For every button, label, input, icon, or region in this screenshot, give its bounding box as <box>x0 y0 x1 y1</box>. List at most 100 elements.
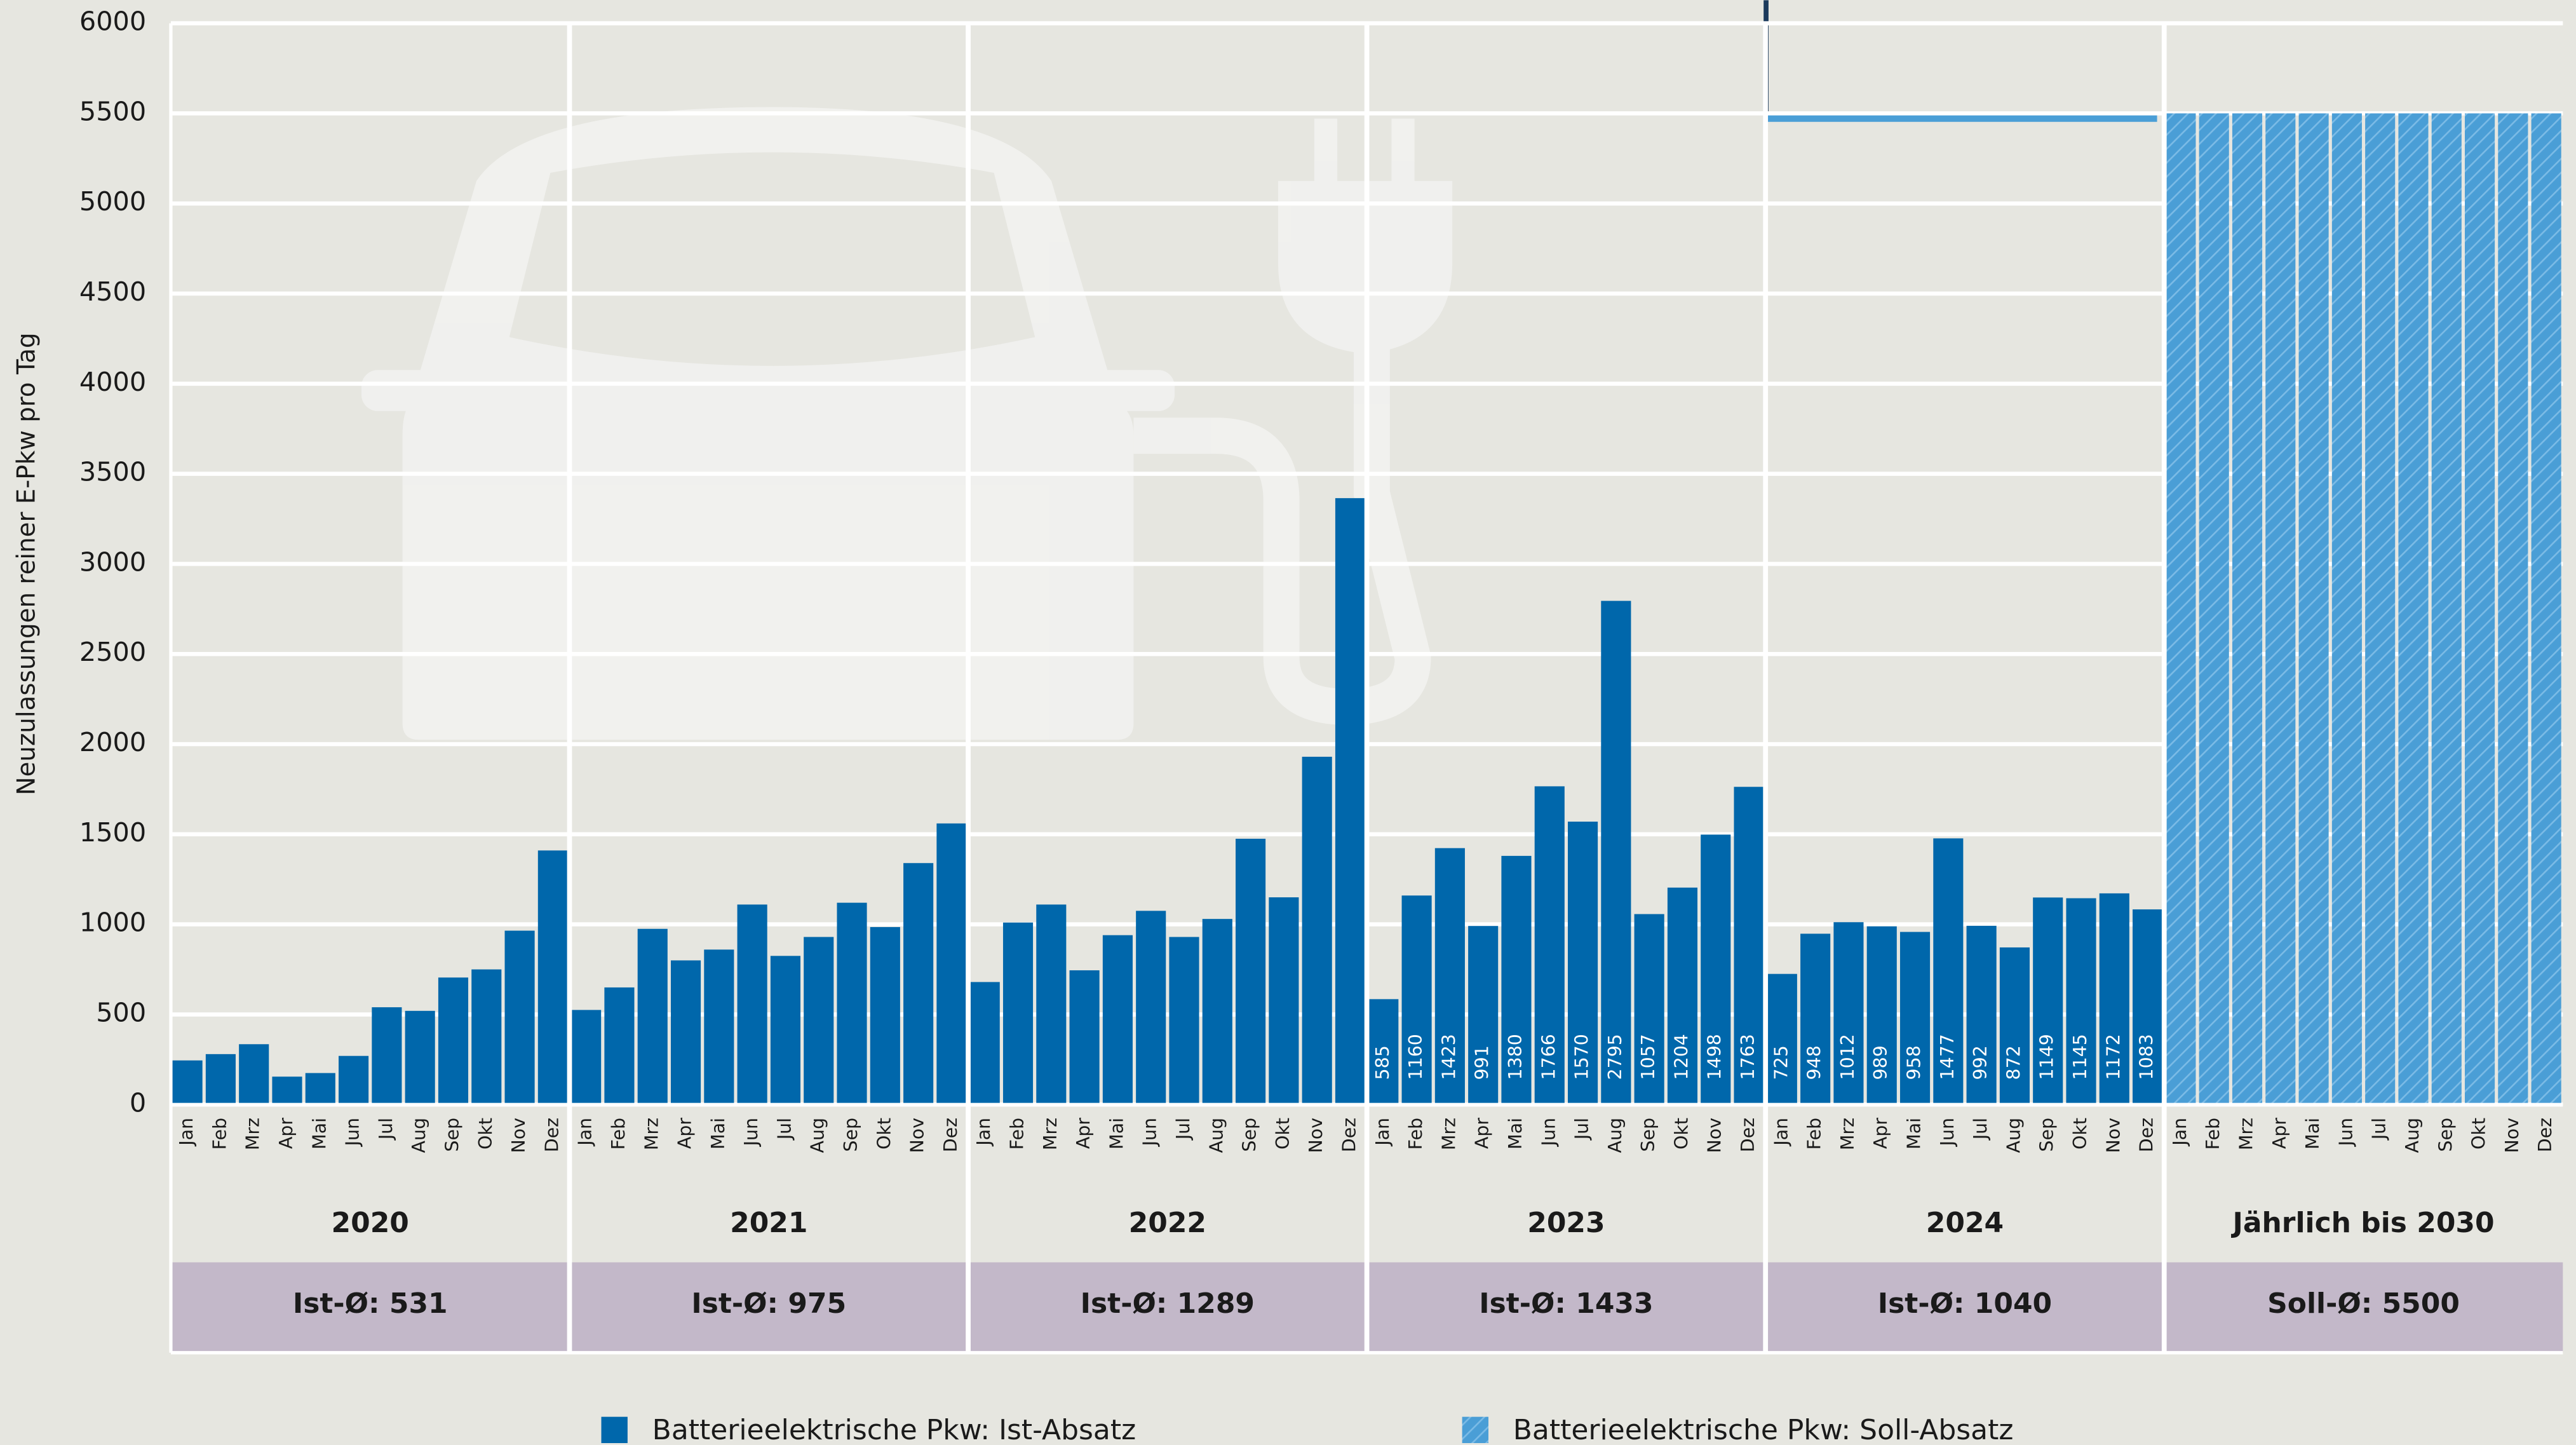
x-tick-label: Jul <box>1173 1118 1194 1141</box>
data-label: 1145 <box>2070 1034 2091 1080</box>
bar <box>2299 113 2329 1104</box>
x-tick-label: Okt <box>1671 1118 1692 1150</box>
y-tick-label: 5000 <box>79 186 146 217</box>
x-tick-label: Dez <box>2136 1118 2157 1152</box>
x-tick-label: Nov <box>907 1118 928 1153</box>
bar <box>936 824 966 1104</box>
data-label: 872 <box>2003 1045 2024 1080</box>
y-tick-label: 3500 <box>79 457 146 487</box>
legend-label: Batterieelektrische Pkw: Soll-Absatz <box>1513 1414 2014 1445</box>
x-tick-label: Dez <box>541 1118 562 1152</box>
bar <box>1070 970 1100 1104</box>
data-label: 1570 <box>1572 1034 1593 1080</box>
bar <box>306 1073 335 1105</box>
group-average: Ist-Ø: 975 <box>691 1287 846 1320</box>
group-label: 2021 <box>730 1207 807 1239</box>
group-average: Ist-Ø: 1289 <box>1081 1287 1255 1320</box>
x-tick-label: Jan <box>1372 1118 1393 1147</box>
x-tick-label: Nov <box>2502 1118 2523 1153</box>
y-tick-label: 2500 <box>79 637 146 667</box>
bar <box>372 1007 401 1104</box>
x-tick-label: Jan <box>575 1118 596 1147</box>
x-tick-label: Sep <box>2435 1118 2456 1152</box>
bar <box>2232 113 2262 1104</box>
y-tick-label: 5500 <box>79 96 146 126</box>
x-tick-label: Sep <box>442 1118 462 1152</box>
data-label: 2795 <box>1605 1034 1626 1080</box>
page: {"chart_data": {"type": "bar", "y_label"… <box>0 0 2576 1445</box>
data-label: 948 <box>1804 1045 1825 1080</box>
x-tick-label: Jun <box>1140 1118 1161 1147</box>
x-tick-label: Jun <box>2335 1118 2356 1147</box>
bar <box>1601 601 1631 1105</box>
x-tick-label: Mrz <box>1837 1118 1858 1150</box>
x-tick-label: Feb <box>608 1118 629 1150</box>
x-tick-label: Mai <box>1505 1118 1526 1150</box>
bar <box>738 904 767 1104</box>
bar <box>2432 113 2462 1104</box>
y-tick-label: 4000 <box>79 367 146 397</box>
x-tick-label: Dez <box>1339 1118 1359 1152</box>
data-label: 1204 <box>1671 1034 1692 1080</box>
bar <box>1335 498 1365 1104</box>
data-label: 992 <box>1970 1045 1991 1080</box>
data-label: 1423 <box>1438 1034 1459 1080</box>
y-tick-label: 4500 <box>79 276 146 307</box>
x-tick-label: Apr <box>1472 1118 1493 1150</box>
bar <box>970 982 1000 1104</box>
x-tick-label: Mrz <box>641 1118 662 1150</box>
legend-label: Batterieelektrische Pkw: Ist-Absatz <box>652 1414 1136 1445</box>
x-tick-label: Jan <box>1770 1118 1791 1147</box>
group-label: 2024 <box>1926 1207 2004 1239</box>
x-tick-label: Mai <box>2302 1118 2323 1150</box>
group-average: Soll-Ø: 5500 <box>2267 1287 2460 1320</box>
bar <box>2398 113 2428 1104</box>
legend-swatch <box>602 1417 628 1443</box>
x-tick-label: Jun <box>741 1118 762 1147</box>
x-tick-label: Aug <box>408 1118 429 1153</box>
data-label: 1012 <box>1837 1034 1858 1080</box>
x-tick-label: Sep <box>1638 1118 1659 1152</box>
bar <box>704 949 734 1104</box>
group-label: 2020 <box>332 1207 409 1239</box>
y-tick-label: 2000 <box>79 727 146 757</box>
data-label: 1380 <box>1505 1034 1526 1080</box>
x-tick-label: Nov <box>2103 1118 2124 1153</box>
bar <box>804 937 833 1105</box>
y-tick-label: 1500 <box>79 817 146 848</box>
x-tick-label: Apr <box>1870 1118 1891 1150</box>
x-tick-label: Jul <box>1970 1118 1991 1141</box>
x-tick-label: Apr <box>2269 1118 2290 1150</box>
x-tick-label: Feb <box>2202 1118 2223 1150</box>
x-tick-label: Aug <box>807 1118 828 1153</box>
x-tick-label: Nov <box>1305 1118 1326 1153</box>
bar <box>1767 974 1797 1105</box>
group-label: 2023 <box>1527 1207 1605 1239</box>
bar <box>206 1054 236 1104</box>
x-tick-label: Mrz <box>2235 1118 2256 1150</box>
x-tick-label: Okt <box>1272 1118 1293 1150</box>
bar <box>1203 919 1232 1104</box>
chart: Neuzulassungen reiner E-Pkw pro Tag 0500… <box>0 0 2576 1445</box>
bar <box>239 1044 269 1104</box>
bar <box>1302 757 1332 1104</box>
x-tick-label: Dez <box>2535 1118 2556 1152</box>
x-tick-label: Apr <box>276 1118 297 1150</box>
x-tick-label: Aug <box>2003 1118 2024 1153</box>
x-tick-label: Aug <box>2402 1118 2423 1153</box>
bar <box>1136 911 1166 1104</box>
bar <box>903 863 933 1104</box>
data-label: 958 <box>1904 1045 1925 1080</box>
bar <box>2532 113 2561 1104</box>
group-average: Ist-Ø: 1040 <box>1878 1287 2052 1320</box>
data-label: 1498 <box>1704 1034 1725 1080</box>
x-tick-label: Feb <box>1007 1118 1028 1150</box>
x-tick-label: Apr <box>1073 1118 1094 1150</box>
data-label: 1477 <box>1937 1034 1958 1080</box>
bar <box>1036 904 1066 1104</box>
bar <box>438 977 468 1104</box>
group-average: Ist-Ø: 1433 <box>1479 1287 1653 1320</box>
x-tick-label: Mrz <box>243 1118 264 1150</box>
data-label: 1763 <box>1737 1034 1758 1080</box>
x-tick-label: Mrz <box>1040 1118 1061 1150</box>
